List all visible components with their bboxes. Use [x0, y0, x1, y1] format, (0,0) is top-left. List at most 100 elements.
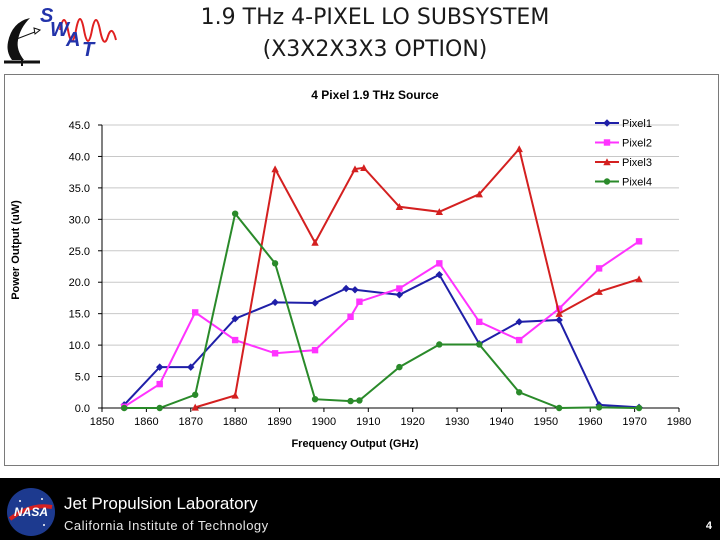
- data-point-pixel1: [156, 363, 164, 371]
- data-point-pixel2: [156, 380, 163, 388]
- legend-item-pixel3: Pixel3: [595, 157, 652, 169]
- data-point-pixel2: [555, 305, 563, 312]
- series-pixel3: [191, 145, 643, 411]
- data-point-pixel2: [516, 336, 523, 344]
- gridlines: [102, 124, 679, 378]
- legend-label: Pixel3: [622, 157, 652, 169]
- data-point-pixel4: [635, 404, 643, 412]
- lab-name: Jet Propulsion Laboratory: [64, 494, 258, 513]
- data-point-pixel3: [595, 287, 603, 295]
- data-point-pixel1: [271, 298, 279, 307]
- data-point-pixel4: [436, 341, 443, 348]
- x-tick-label: 1850: [90, 416, 114, 428]
- data-point-pixel3: [515, 145, 523, 153]
- data-point-pixel3: [351, 165, 359, 173]
- footer-bar: [0, 478, 720, 540]
- data-point-pixel4: [192, 391, 199, 398]
- nasa-logo-text: NASA: [14, 505, 48, 519]
- data-point-pixel1: [231, 314, 239, 323]
- x-tick-label: 1890: [267, 416, 291, 428]
- page-number: 4: [705, 520, 712, 532]
- data-point-pixel2: [476, 318, 483, 326]
- series-pixel2: [120, 238, 643, 410]
- x-tick-label: 1960: [578, 416, 602, 428]
- data-point-pixel3: [635, 275, 643, 283]
- data-point-pixel1: [351, 286, 359, 294]
- legend-item-pixel2: Pixel2: [595, 138, 652, 150]
- power-frequency-chart: 4 Pixel 1.9 THz Source Frequency Output …: [10, 88, 692, 450]
- data-point-pixel1: [311, 299, 319, 307]
- legend: Pixel1 Pixel2 Pixel3 Pixel4: [595, 118, 652, 189]
- legend-swatch-marker: [603, 158, 611, 166]
- data-point-pixel1: [555, 316, 563, 324]
- chart-container: 4 Pixel 1.9 THz Source Frequency Output …: [4, 74, 719, 466]
- nasa-logo-graphic: NASA: [7, 488, 55, 536]
- data-point-pixel3: [475, 190, 483, 198]
- x-tick-label: 1870: [179, 416, 203, 428]
- swat-logo-graphic: S W A T: [4, 5, 117, 66]
- x-tick-label: 1860: [134, 416, 158, 428]
- slide-title-line2: (X3X2X3X3 OPTION): [262, 37, 488, 62]
- series-pixel4: [120, 210, 643, 412]
- x-axis-label: Frequency Output (GHz): [291, 438, 418, 450]
- data-point-pixel3: [395, 203, 404, 210]
- institute-name: California Institute of Technology: [64, 518, 269, 533]
- data-point-pixel2: [356, 298, 363, 305]
- data-point-pixel2: [311, 346, 319, 354]
- nasa-logo: NASA: [4, 485, 58, 539]
- data-point-pixel1: [342, 284, 350, 293]
- data-point-pixel4: [347, 397, 354, 405]
- logo-letter-a: A: [65, 29, 80, 51]
- data-point-pixel3: [231, 391, 239, 399]
- slide-title-line1: 1.9 THz 4-PIXEL LO SUBSYSTEM: [200, 5, 550, 30]
- data-point-pixel3: [191, 403, 199, 411]
- data-point-pixel2: [396, 285, 403, 292]
- legend-item-pixel1: Pixel1: [595, 118, 652, 130]
- tick-labels: 0.0 5.0 10.0 15.0 20.0 25.0 30.0 35.0 40.0 45.0 18…: [69, 120, 692, 428]
- y-tick-label: 45.0: [69, 120, 90, 132]
- y-tick-label: 0.0: [75, 403, 90, 415]
- data-point-pixel1: [435, 270, 444, 279]
- y-tick-label: 5.0: [75, 372, 90, 384]
- legend-label: Pixel1: [622, 118, 652, 130]
- data-point-pixel4: [516, 389, 523, 396]
- y-axis-label: Power Output (uW): [10, 200, 22, 300]
- data-point-pixel1: [395, 291, 404, 299]
- x-tick-label: 1920: [400, 416, 424, 428]
- legend-swatch-marker: [603, 178, 611, 185]
- y-tick-label: 30.0: [69, 214, 90, 226]
- y-tick-label: 15.0: [69, 309, 90, 321]
- legend-swatch-marker: [603, 139, 611, 146]
- data-point-pixel2: [436, 260, 443, 267]
- x-tick-label: 1900: [312, 416, 336, 428]
- legend-label: Pixel4: [622, 177, 652, 189]
- legend-item-pixel4: Pixel4: [595, 177, 652, 189]
- data-point-pixel2: [635, 238, 643, 245]
- data-point-pixel2: [192, 309, 199, 316]
- logo-letter-t: T: [82, 39, 96, 61]
- data-point-pixel3: [555, 309, 563, 317]
- data-point-pixel3: [360, 164, 368, 171]
- x-tick-label: 1880: [223, 416, 247, 428]
- data-point-pixel4: [356, 397, 363, 404]
- data-series: [120, 145, 643, 412]
- data-point-pixel3: [271, 165, 279, 173]
- logo-letter-w: W: [50, 19, 71, 41]
- data-point-pixel4: [555, 404, 563, 412]
- data-point-pixel2: [347, 313, 354, 321]
- logo-letter-s: S: [40, 5, 54, 27]
- data-point-pixel4: [231, 210, 239, 217]
- x-tick-label: 1950: [534, 416, 558, 428]
- data-point-pixel4: [120, 404, 128, 412]
- swat-logo: S W A T: [0, 0, 130, 75]
- data-point-pixel4: [396, 363, 403, 371]
- data-point-pixel2: [271, 350, 279, 357]
- series-pixel1: [120, 270, 643, 412]
- x-tick-label: 1910: [356, 416, 380, 428]
- y-tick-label: 40.0: [69, 151, 90, 163]
- axes: [98, 124, 680, 412]
- data-point-pixel1: [187, 363, 195, 371]
- y-tick-label: 10.0: [69, 340, 90, 352]
- slide-title: 1.9 THz 4-PIXEL LO SUBSYSTEM (X3X2X3X3 O…: [150, 2, 600, 66]
- y-tick-label: 20.0: [69, 277, 90, 289]
